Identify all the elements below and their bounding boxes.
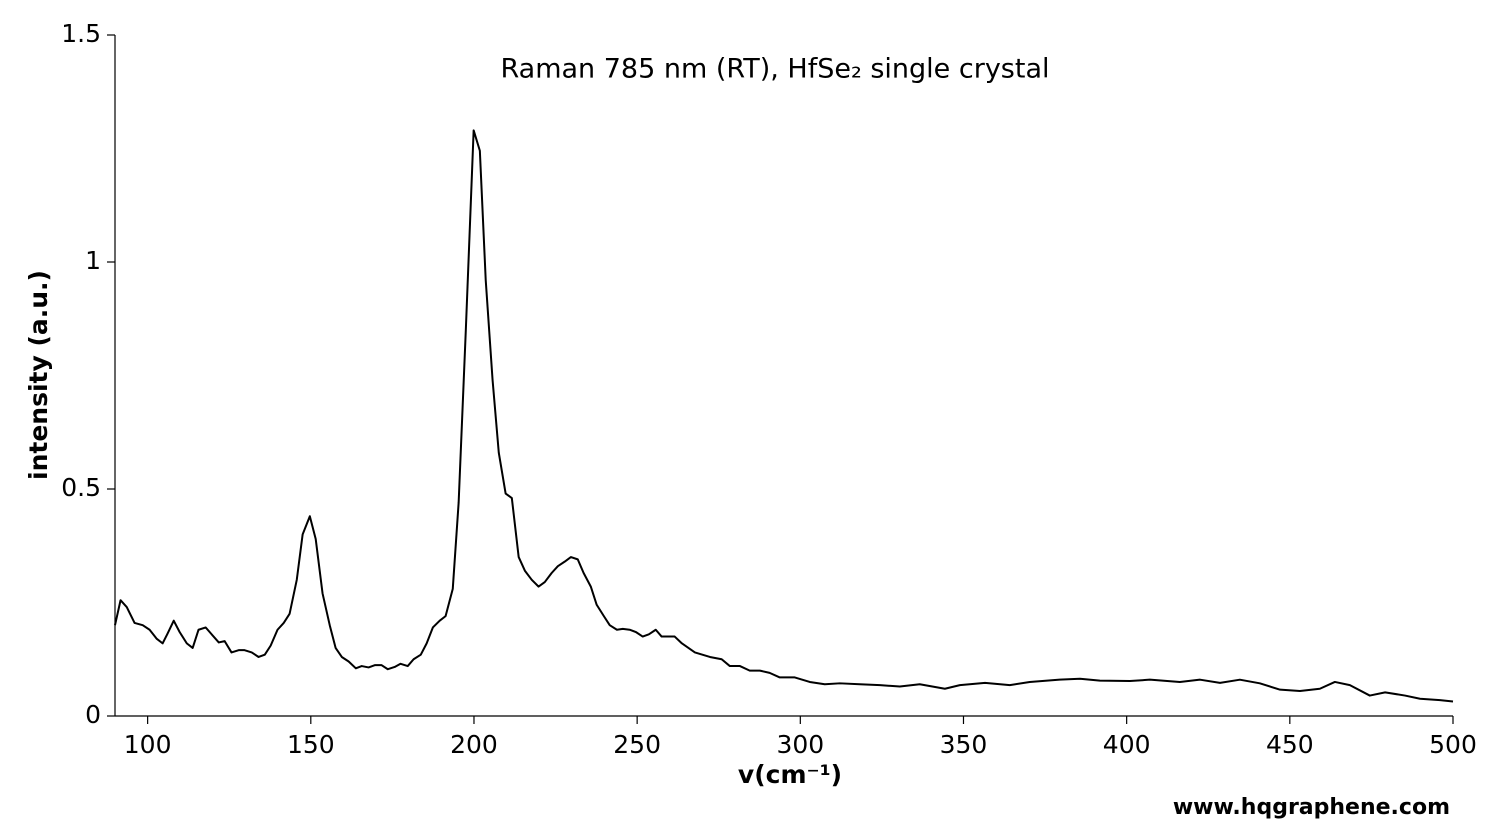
x-tick-label: 200 (450, 730, 498, 759)
x-tick-label: 150 (287, 730, 335, 759)
y-axis-label: intensity (a.u.) (24, 270, 53, 480)
x-tick-label: 500 (1429, 730, 1477, 759)
x-tick-label: 250 (613, 730, 661, 759)
x-tick-label: 300 (776, 730, 824, 759)
y-tick-label: 0.5 (61, 473, 101, 502)
data-line (114, 129, 1454, 703)
x-tick-label: 100 (124, 730, 172, 759)
chart-title: Raman 785 nm (RT), HfSe₂ single crystal (501, 54, 1050, 85)
x-axis-label: v(cm⁻¹) (738, 760, 842, 789)
watermark: www.hqgraphene.com (1173, 795, 1450, 820)
x-tick-label: 350 (940, 730, 988, 759)
y-tick-label: 1 (85, 246, 101, 275)
x-tick-label: 400 (1103, 730, 1151, 759)
y-tick-label: 0 (85, 700, 101, 729)
y-tick-label: 1.5 (61, 19, 101, 48)
x-tick-label: 450 (1266, 730, 1314, 759)
